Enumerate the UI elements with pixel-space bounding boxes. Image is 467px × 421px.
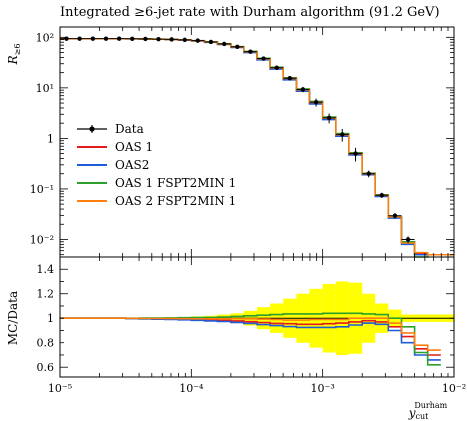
legend-label: OAS 1 FSPT2MIN 1 xyxy=(115,176,236,190)
legend-entry: Data xyxy=(77,122,144,136)
data-point xyxy=(261,56,266,61)
data-point xyxy=(326,115,332,121)
legend-entry: OAS 2 FSPT2MIN 1 xyxy=(77,194,236,208)
legend-entry: OAS 1 FSPT2MIN 1 xyxy=(77,176,236,190)
data-point xyxy=(222,41,227,47)
ratio-plot-area xyxy=(60,281,454,366)
legend-label: OAS 2 FSPT2MIN 1 xyxy=(115,194,236,208)
data-point xyxy=(353,151,358,156)
x-tick-label: 10⁻⁵ xyxy=(48,382,72,395)
chart-title: Integrated ≥6-jet rate with Durham algor… xyxy=(60,5,440,20)
x-label-main: y xyxy=(408,406,416,420)
x-label-sup: Durham xyxy=(414,401,447,410)
data-point xyxy=(195,38,200,43)
legend-entry: OAS 1 xyxy=(77,140,153,154)
data-point xyxy=(208,39,214,45)
data-point xyxy=(156,36,161,42)
legend: Data OAS 1 OAS2 OAS 1 FSPT2MIN 1 OAS 2 FSPT2… xyxy=(77,122,236,208)
y-tick-label: 10⁻² xyxy=(30,233,54,246)
data-point xyxy=(366,171,371,176)
x-axis-label: ycut Durham xyxy=(408,401,448,421)
data-point xyxy=(116,36,122,41)
data-point xyxy=(77,36,82,41)
ratio-x-ticks: 10⁻⁵ 10⁻⁴ 10⁻³ 10⁻² xyxy=(48,257,466,395)
data-point xyxy=(379,193,384,198)
main-y-label-sub: ≥6 xyxy=(13,44,22,56)
data-point xyxy=(248,49,253,54)
data-point xyxy=(340,132,345,137)
data-point xyxy=(143,36,148,42)
ratio-y-ticks: 0.6 0.8 1 1.2 1.4 xyxy=(37,263,454,374)
data-point xyxy=(274,65,279,70)
main-y-label: R≥6 xyxy=(6,44,22,66)
main-plot-area xyxy=(60,36,454,258)
main-y-label-main: R xyxy=(6,55,20,65)
ratio-y-tick-label: 1 xyxy=(47,312,54,325)
ratio-y-tick-label: 0.8 xyxy=(37,337,55,350)
ratio-y-tick-label: 1.2 xyxy=(37,288,55,301)
x-tick-label: 10⁻² xyxy=(442,382,466,395)
data-point xyxy=(313,100,319,105)
y-tick-label: 10¹ xyxy=(36,82,54,95)
data-point xyxy=(287,76,292,81)
y-tick-label: 1 xyxy=(47,132,54,145)
data-point xyxy=(90,36,96,41)
data-point xyxy=(235,44,240,49)
y-tick-label: 10⁻¹ xyxy=(30,183,54,196)
ratio-y-tick-label: 0.6 xyxy=(37,361,55,374)
main-y-ticks: 10² 10¹ 1 10⁻¹ 10⁻² xyxy=(30,31,454,256)
ratio-series-line xyxy=(60,317,441,351)
data-point xyxy=(300,87,306,92)
x-label-sub: cut xyxy=(416,412,430,421)
ratio-panel: 0.6 0.8 1 1.2 1.4 10⁻⁵ 10⁻⁴ 10⁻³ 10⁻² MC/Data xyxy=(6,256,466,395)
ratio-y-label: MC/Data xyxy=(6,291,20,345)
legend-label: OAS 1 xyxy=(115,140,153,154)
x-tick-label: 10⁻³ xyxy=(311,382,335,395)
y-tick-label: 10² xyxy=(36,31,54,44)
ratio-frame xyxy=(59,256,455,378)
data-point xyxy=(130,36,135,41)
data-point xyxy=(169,37,174,42)
ratio-y-tick-label: 1.4 xyxy=(37,263,55,276)
legend-label: OAS2 xyxy=(115,158,149,172)
main-x-ticks xyxy=(59,27,449,257)
x-tick-label: 10⁻⁴ xyxy=(179,382,204,395)
data-point xyxy=(103,36,109,41)
main-panel: 10² 10¹ 1 10⁻¹ 10⁻² R≥6 Data OAS 1 OAS2 OAS 1 F… xyxy=(6,26,455,258)
legend-label: Data xyxy=(115,122,144,136)
legend-entry: OAS2 xyxy=(77,158,149,172)
data-point xyxy=(405,237,411,242)
data-point xyxy=(392,213,398,218)
data-point xyxy=(182,37,187,43)
